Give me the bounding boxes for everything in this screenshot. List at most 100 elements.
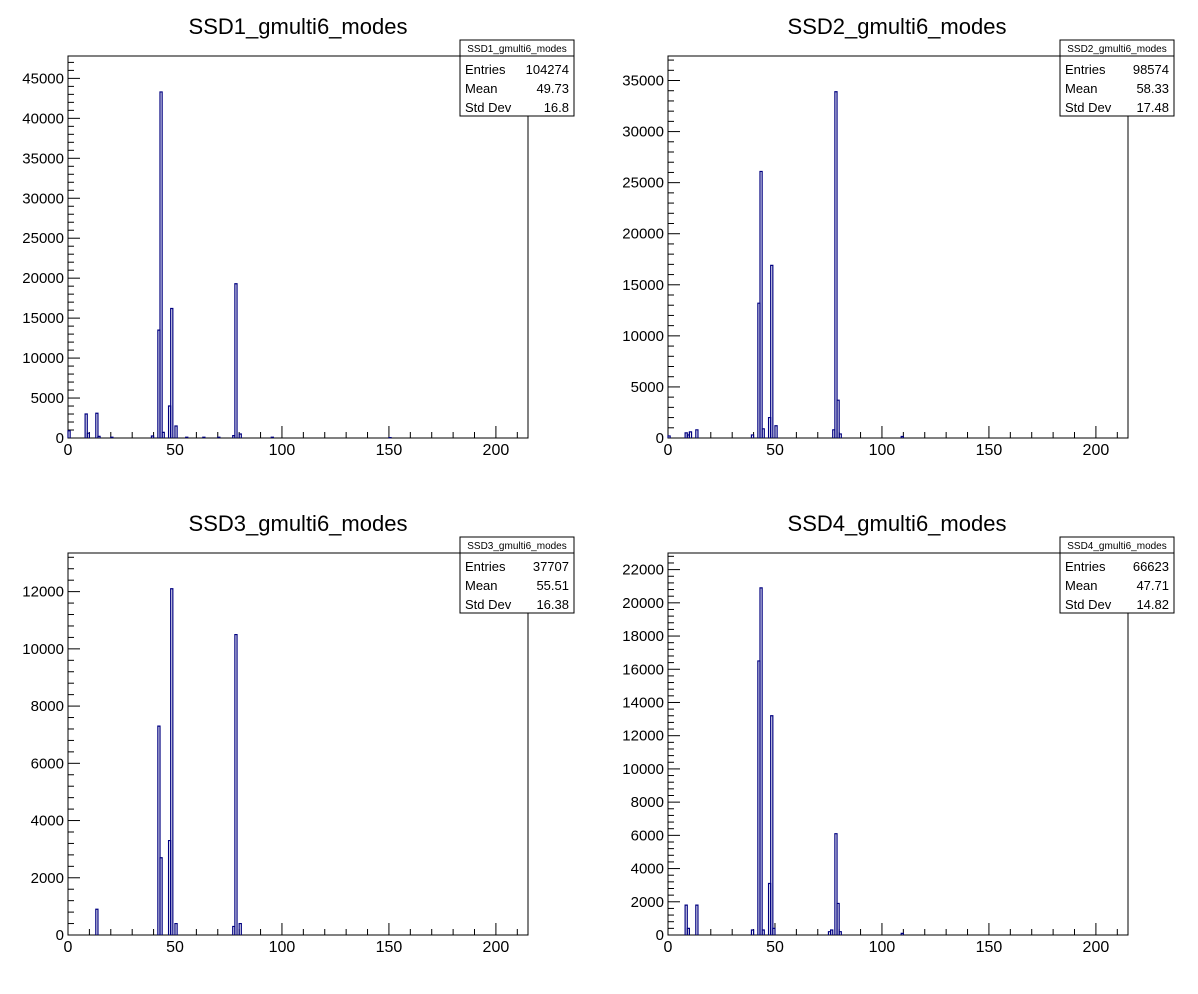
- histogram-bin: [684, 904, 688, 935]
- histogram-bin: [838, 433, 842, 438]
- histogram-bin: [202, 436, 206, 438]
- x-tick-label: 50: [766, 442, 784, 459]
- histogram-bin: [761, 428, 765, 438]
- y-tick-label: 14000: [622, 694, 664, 711]
- y-tick-label: 35000: [22, 150, 64, 167]
- histogram-bin: [667, 435, 671, 438]
- y-tick-label: 15000: [22, 310, 64, 327]
- y-tick-label: 5000: [631, 379, 664, 396]
- histogram-bin: [830, 929, 834, 935]
- histogram-bin: [900, 435, 904, 438]
- y-tick-label: 12000: [622, 728, 664, 745]
- x-tick-label: 150: [976, 939, 1003, 956]
- stats-box: SSD2_gmulti6_modes Entries 98574 Mean 58.33 S…: [1059, 39, 1175, 117]
- stats-box: SSD3_gmulti6_modes Entries 37707 Mean 55.51 S…: [459, 536, 575, 614]
- histogram-bin: [217, 436, 221, 438]
- chart-title: SSD2_gmulti6_modes: [788, 14, 1007, 39]
- histogram-bin: [174, 425, 178, 438]
- x-tick-label: 150: [376, 939, 403, 956]
- x-tick-label: 50: [166, 939, 184, 956]
- x-tick-label: 50: [766, 939, 784, 956]
- histogram-bin: [238, 433, 242, 438]
- y-tick-label: 10000: [22, 350, 64, 367]
- stats-label: Entries: [1065, 559, 1106, 574]
- histogram-bin: [161, 431, 165, 438]
- histogram-bin: [770, 715, 774, 935]
- y-tick-label: 2000: [31, 870, 64, 887]
- stats-label: Mean: [465, 81, 498, 96]
- x-tick-label: 100: [869, 442, 896, 459]
- stats-value: 49.73: [536, 81, 569, 96]
- histogram-bin: [770, 264, 774, 438]
- histogram-bin: [170, 307, 174, 438]
- x-tick-label: 150: [976, 442, 1003, 459]
- y-tick-label: 0: [656, 430, 664, 447]
- y-tick-label: 0: [56, 927, 64, 944]
- x-tick-label: 100: [869, 939, 896, 956]
- histogram-bin: [95, 908, 99, 935]
- histogram-bin: [95, 412, 99, 438]
- histogram-bin: [185, 436, 189, 438]
- x-tick-label: 100: [269, 442, 296, 459]
- plot-frame: [67, 55, 529, 439]
- y-tick-label: 18000: [622, 628, 664, 645]
- x-tick-label: 0: [664, 442, 673, 459]
- histogram-bin: [84, 413, 88, 438]
- histogram-bin: [67, 430, 71, 438]
- stats-label: Entries: [465, 559, 506, 574]
- y-tick-label: 4000: [631, 861, 664, 878]
- x-tick-label: 0: [64, 939, 73, 956]
- stats-box-title: SSD4_gmulti6_modes: [1067, 541, 1167, 552]
- histogram-bin: [750, 434, 755, 438]
- x-tick-label: 200: [483, 442, 510, 459]
- stats-value: 66623: [1133, 559, 1169, 574]
- y-tick-label: 6000: [31, 755, 64, 772]
- histogram-bin: [900, 932, 904, 935]
- histogram-bin: [157, 725, 161, 935]
- y-tick-label: 22000: [622, 562, 664, 579]
- y-tick-label: 10000: [22, 641, 64, 658]
- histogram-bin: [97, 435, 101, 438]
- stats-box-frame: [1059, 536, 1175, 614]
- histogram-bin: [238, 922, 242, 935]
- y-tick-label: 20000: [22, 270, 64, 287]
- y-tick-label: 35000: [622, 73, 664, 90]
- histogram-bin: [86, 432, 90, 438]
- stats-box-title: SSD2_gmulti6_modes: [1067, 44, 1167, 55]
- y-tick-label: 20000: [622, 226, 664, 243]
- histogram-bin: [110, 436, 114, 438]
- stats-value: 37707: [533, 559, 569, 574]
- y-tick-label: 10000: [622, 761, 664, 778]
- stats-label: Entries: [465, 62, 506, 77]
- y-tick-label: 10000: [622, 328, 664, 345]
- y-tick-label: 4000: [31, 813, 64, 830]
- y-tick-label: 40000: [22, 110, 64, 127]
- histogram-bin: [772, 927, 776, 935]
- plot-frame: [67, 552, 529, 936]
- stats-box-title: SSD3_gmulti6_modes: [467, 541, 567, 552]
- histogram-bin: [834, 833, 838, 935]
- stats-value: 58.33: [1136, 81, 1169, 96]
- histogram-bin: [750, 929, 755, 935]
- histogram-bin: [234, 283, 238, 438]
- stats-label: Std Dev: [465, 597, 512, 612]
- chart-title: SSD4_gmulti6_modes: [788, 511, 1007, 536]
- stats-box-frame: [1059, 39, 1175, 117]
- y-tick-label: 12000: [22, 584, 64, 601]
- histogram-bin: [761, 929, 765, 935]
- stats-label: Mean: [1065, 578, 1098, 593]
- plot-frame: [667, 552, 1129, 936]
- x-tick-label: 100: [269, 939, 296, 956]
- stats-label: Std Dev: [1065, 100, 1112, 115]
- stats-value: 14.82: [1136, 597, 1169, 612]
- y-tick-label: 8000: [31, 698, 64, 715]
- x-tick-label: 150: [376, 442, 403, 459]
- stats-value: 104274: [526, 62, 569, 77]
- y-tick-label: 30000: [622, 124, 664, 141]
- histogram-bin: [834, 91, 838, 438]
- x-tick-label: 0: [64, 442, 73, 459]
- histogram-bin: [159, 91, 163, 438]
- histogram-bin: [270, 436, 274, 438]
- plot-frame: [667, 55, 1129, 439]
